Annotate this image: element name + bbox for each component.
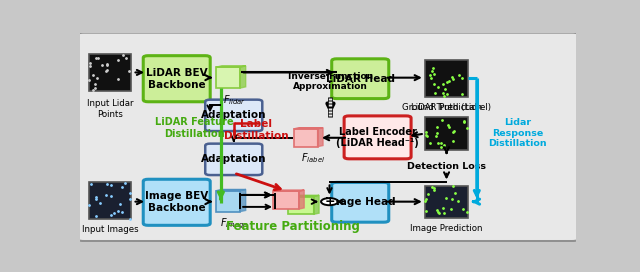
Polygon shape (294, 129, 317, 147)
Text: LiDAR BEV
Backbone: LiDAR BEV Backbone (146, 68, 207, 89)
FancyBboxPatch shape (205, 100, 262, 131)
Text: LiDAR Head: LiDAR Head (326, 74, 395, 84)
FancyBboxPatch shape (332, 59, 388, 99)
FancyBboxPatch shape (205, 144, 262, 175)
Text: Image BEV
Backbone: Image BEV Backbone (145, 191, 209, 213)
Text: Label
Distillation: Label Distillation (224, 119, 289, 141)
Text: Adaptation: Adaptation (201, 110, 266, 120)
Text: Input Lidar
Points: Input Lidar Points (87, 99, 133, 119)
Polygon shape (288, 197, 314, 214)
Polygon shape (216, 67, 240, 88)
Text: $F_{image}$: $F_{image}$ (221, 216, 249, 231)
Polygon shape (273, 190, 304, 191)
Polygon shape (240, 66, 246, 88)
Text: Inverse Function
Approximation: Inverse Function Approximation (288, 72, 373, 91)
Circle shape (321, 198, 338, 205)
Bar (425, 60, 468, 97)
FancyBboxPatch shape (143, 179, 210, 225)
Bar (89, 183, 131, 219)
Text: Detection Loss: Detection Loss (407, 162, 486, 171)
Text: Ground Truth (Label): Ground Truth (Label) (402, 103, 491, 112)
Polygon shape (216, 66, 246, 67)
Text: LiDAR Prediction: LiDAR Prediction (411, 103, 482, 112)
Polygon shape (317, 128, 323, 147)
Text: Adaptation: Adaptation (201, 154, 266, 164)
Polygon shape (273, 191, 299, 209)
Polygon shape (216, 191, 240, 212)
Text: Feature Partitioning: Feature Partitioning (227, 220, 360, 233)
Polygon shape (299, 190, 304, 209)
Text: $F_{label}$: $F_{label}$ (301, 151, 324, 165)
Text: $F_{lidar}$: $F_{lidar}$ (223, 93, 246, 107)
Text: +: + (324, 195, 335, 208)
FancyBboxPatch shape (77, 33, 579, 241)
FancyBboxPatch shape (344, 116, 411, 159)
Text: Input Images: Input Images (82, 225, 138, 234)
FancyBboxPatch shape (143, 56, 210, 102)
Polygon shape (288, 195, 319, 197)
Text: Lidar
Response
Distillation: Lidar Response Distillation (488, 118, 547, 148)
Bar (425, 186, 468, 218)
Polygon shape (294, 128, 323, 129)
Text: Image Head: Image Head (325, 197, 396, 207)
Text: Image Prediction: Image Prediction (410, 224, 483, 233)
Bar (425, 118, 468, 150)
Polygon shape (240, 190, 246, 212)
Text: Label Encoder
(LiDAR Head⁻¹): Label Encoder (LiDAR Head⁻¹) (336, 126, 419, 148)
FancyBboxPatch shape (332, 183, 388, 222)
Bar (89, 54, 131, 91)
Text: LiDAR Feature
Distillation: LiDAR Feature Distillation (155, 117, 234, 139)
Polygon shape (314, 195, 319, 214)
Polygon shape (216, 190, 246, 191)
